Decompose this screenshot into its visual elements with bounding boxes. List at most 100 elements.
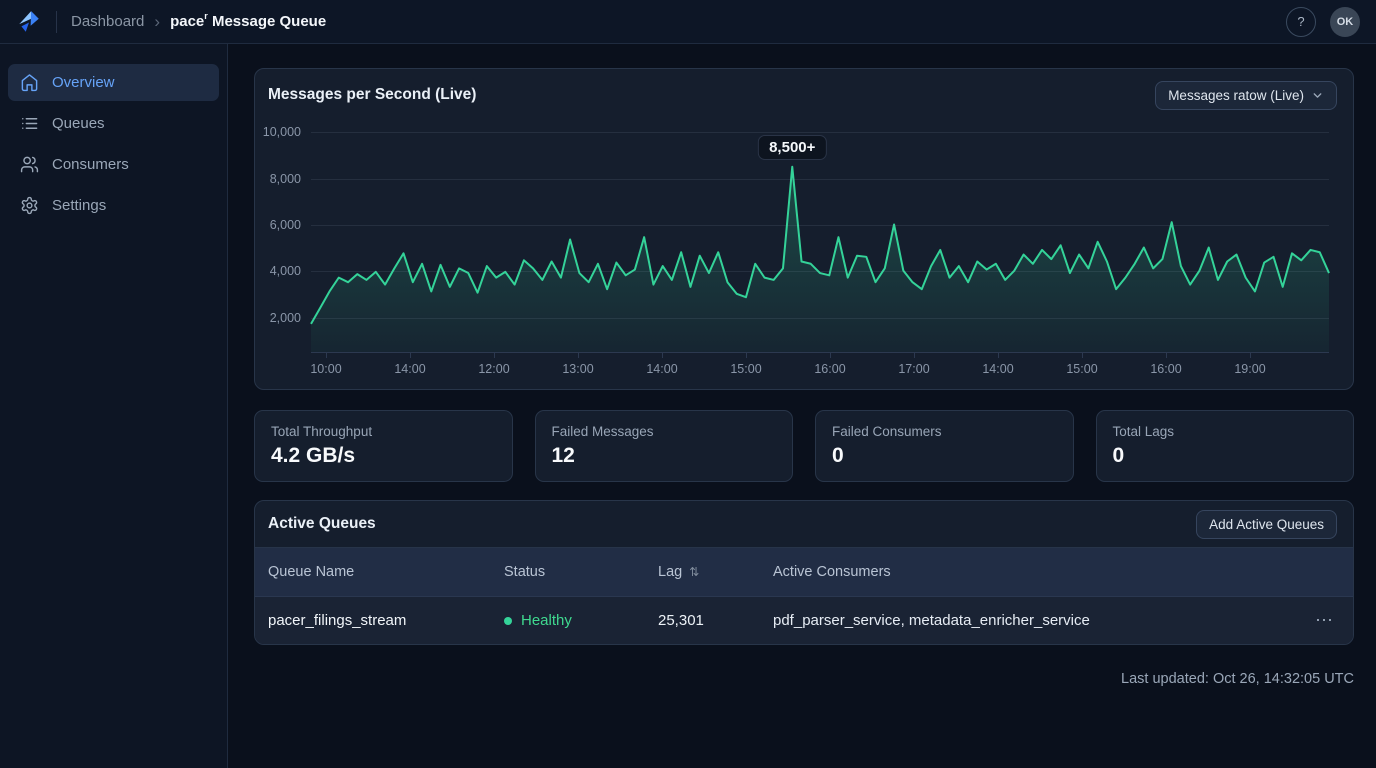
x-axis-tick-label: 17:00	[898, 362, 930, 376]
x-axis-tick	[494, 353, 495, 358]
gridline	[311, 132, 1329, 134]
x-axis-tick	[410, 353, 411, 358]
sidebar: Overview Queues Consumers Settings	[0, 44, 228, 768]
status-dot-icon	[504, 616, 512, 625]
y-axis-tick-label: 4,000	[269, 264, 301, 279]
y-axis-tick-label: 2,000	[269, 310, 301, 325]
throughput-line-series	[311, 121, 1329, 352]
x-axis-tick	[662, 353, 663, 358]
sidebar-item-label: Consumers	[52, 156, 129, 173]
column-header-active-consumers: Active Consumers	[773, 564, 1292, 580]
table-row: pacer_filings_stream Healthy 25,301 pdf_par…	[255, 596, 1353, 644]
app-logo-icon[interactable]	[16, 9, 42, 35]
chart-title: Messages per Second (Live)	[268, 86, 477, 103]
peak-annotation: 8,500+	[758, 135, 827, 160]
sidebar-item-label: Overview	[52, 74, 115, 91]
column-header-lag[interactable]: Lag ⇅	[658, 564, 773, 580]
x-axis-tick	[914, 353, 915, 358]
sidebar-item-consumers[interactable]: Consumers	[8, 146, 219, 183]
chevron-right-icon: ›	[154, 11, 161, 31]
status-badge: Healthy	[521, 612, 572, 629]
stat-value: 12	[551, 444, 575, 467]
stat-card-failed-consumers: Failed Consumers 0	[815, 410, 1074, 482]
x-axis-tick-label: 15:00	[1066, 362, 1098, 376]
sidebar-item-label: Settings	[52, 197, 107, 214]
x-axis-tick	[1166, 353, 1167, 358]
chart-panel: Messages per Second (Live) Messages rato…	[254, 68, 1354, 390]
help-button[interactable]: ?	[1286, 6, 1316, 37]
stat-card-total-throughput: Total Throughput 4.2 GB/s	[254, 410, 513, 482]
breadcrumb-dashboard[interactable]: Dashboard	[71, 13, 145, 30]
last-updated: Last updated: Oct 26, 14:32:05 UTC	[1121, 671, 1354, 687]
chart-metric-dropdown[interactable]: Messages ratow (Live)	[1155, 80, 1337, 110]
line-chart: 8,500+ 10,000 8,000 6,000 4,000 2,000 10:00 1…	[263, 121, 1329, 376]
list-icon	[20, 114, 39, 133]
stat-label: Failed Messages	[551, 424, 654, 439]
column-header-queue-name: Queue Name	[268, 564, 504, 580]
topbar: Dashboard › pacer Message Queue ? OK	[0, 0, 1376, 44]
stat-value: 0	[1112, 444, 1125, 467]
x-axis-tick	[1250, 353, 1251, 358]
lag-cell: 25,301	[658, 612, 704, 629]
active-queues-panel: Active Queues Add Active Queues Queue Na…	[254, 500, 1354, 645]
y-axis-tick-label: 8,000	[269, 171, 301, 186]
add-active-queues-button[interactable]: Add Active Queues	[1196, 509, 1337, 539]
sidebar-item-overview[interactable]: Overview	[8, 64, 219, 101]
column-header-label: Active Consumers	[773, 564, 891, 580]
stat-card-total-lags: Total Lags 0	[1095, 410, 1354, 482]
x-axis-tick-label: 14:00	[982, 362, 1014, 376]
breadcrumb: Dashboard › pacer Message Queue	[71, 11, 327, 32]
x-axis-tick	[326, 353, 327, 358]
y-axis-tick-label: 10,000	[262, 125, 301, 140]
queue-name-cell: pacer_filings_stream	[268, 612, 407, 629]
x-axis-tick-label: 10:00	[310, 362, 342, 376]
x-axis-tick-label: 19:00	[1234, 362, 1266, 376]
stat-label: Total Lags	[1112, 424, 1175, 439]
home-icon	[20, 73, 39, 92]
row-actions-menu[interactable]: ⋯	[1309, 608, 1340, 633]
stats-row: Total Throughput 4.2 GB/s Failed Messages 1…	[254, 410, 1354, 482]
gridline	[311, 224, 1329, 226]
column-header-label: Status	[504, 564, 546, 580]
x-axis-tick-label: 13:00	[562, 362, 594, 376]
stat-value: 4.2 GB/s	[271, 444, 356, 467]
x-axis-tick	[746, 353, 747, 358]
sidebar-item-label: Queues	[52, 115, 105, 132]
users-icon	[20, 155, 39, 174]
chevron-down-icon	[1313, 92, 1322, 98]
sidebar-item-settings[interactable]: Settings	[8, 187, 219, 224]
x-axis-tick-label: 14:00	[646, 362, 678, 376]
table-header-row: Queue Name Status Lag ⇅ Active Consumers	[255, 548, 1353, 596]
sidebar-item-queues[interactable]: Queues	[8, 105, 219, 142]
table-body: pacer_filings_stream Healthy 25,301 pdf_par…	[255, 596, 1353, 644]
active-consumers-cell: pdf_parser_service, metadata_enricher_se…	[773, 612, 1090, 629]
x-axis: 10:00 14:00 12:00 13:00 14:00 15:00 16:00 17:00…	[310, 353, 1329, 383]
stat-label: Failed Consumers	[832, 424, 942, 439]
gridline	[311, 271, 1329, 273]
x-axis-tick-label: 12:00	[478, 362, 510, 376]
chart-plot-area: 8,500+ 10,000 8,000 6,000 4,000 2,000	[263, 121, 1329, 353]
stat-value: 0	[832, 444, 844, 467]
column-header-status: Status	[504, 564, 658, 580]
x-axis-tick-label: 16:00	[1150, 362, 1182, 376]
sort-icon[interactable]: ⇅	[689, 565, 700, 579]
x-axis-tick-label: 14:00	[394, 362, 426, 376]
page-title: pacer Message Queue	[170, 11, 327, 30]
avatar[interactable]: OK	[1330, 6, 1360, 37]
column-header-label: Queue Name	[268, 564, 355, 580]
main-content: Messages per Second (Live) Messages rato…	[228, 44, 1376, 768]
x-axis-tick-label: 16:00	[814, 362, 846, 376]
stat-card-failed-messages: Failed Messages 12	[534, 410, 793, 482]
x-axis-tick	[578, 353, 579, 358]
x-axis-tick	[830, 353, 831, 358]
gridline	[311, 317, 1329, 319]
column-header-label: Lag	[658, 564, 683, 580]
x-axis-tick	[1082, 353, 1083, 358]
queues-title: Active Queues	[268, 515, 376, 532]
sidebar-nav: Overview Queues Consumers Settings	[0, 64, 227, 224]
question-mark-icon: ?	[1297, 14, 1305, 29]
y-axis-tick-label: 6,000	[269, 217, 301, 232]
x-axis-tick-label: 15:00	[730, 362, 762, 376]
status-cell: Healthy	[504, 612, 658, 629]
topbar-divider	[56, 10, 57, 33]
